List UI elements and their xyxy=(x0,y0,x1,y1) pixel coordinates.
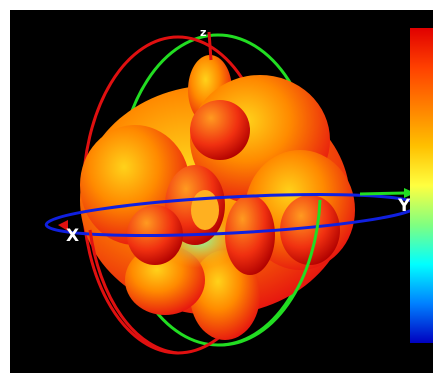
z-axis-label: z xyxy=(200,26,207,39)
y-axis-line xyxy=(359,191,407,196)
radiation-pattern-body xyxy=(80,55,355,340)
y-axis-arrow-icon xyxy=(404,188,415,198)
x-axis-ring-front xyxy=(88,229,179,355)
pattern-lobe-dark xyxy=(225,195,275,275)
3d-pattern-viewport[interactable]: X Y z xyxy=(10,10,433,373)
x-axis-arrow-icon xyxy=(58,220,68,231)
radiation-pattern-scene xyxy=(44,31,420,355)
pattern-lobe-dark xyxy=(190,100,250,160)
y-axis-label: Y xyxy=(398,196,411,216)
pattern-lobe-dark xyxy=(280,195,340,265)
z-axis-line xyxy=(207,31,213,61)
pattern-lobe-dark xyxy=(191,190,219,230)
color-scale-bar xyxy=(410,28,433,343)
x-axis-label: X xyxy=(66,226,80,246)
y-axis-ring-front xyxy=(217,199,322,347)
